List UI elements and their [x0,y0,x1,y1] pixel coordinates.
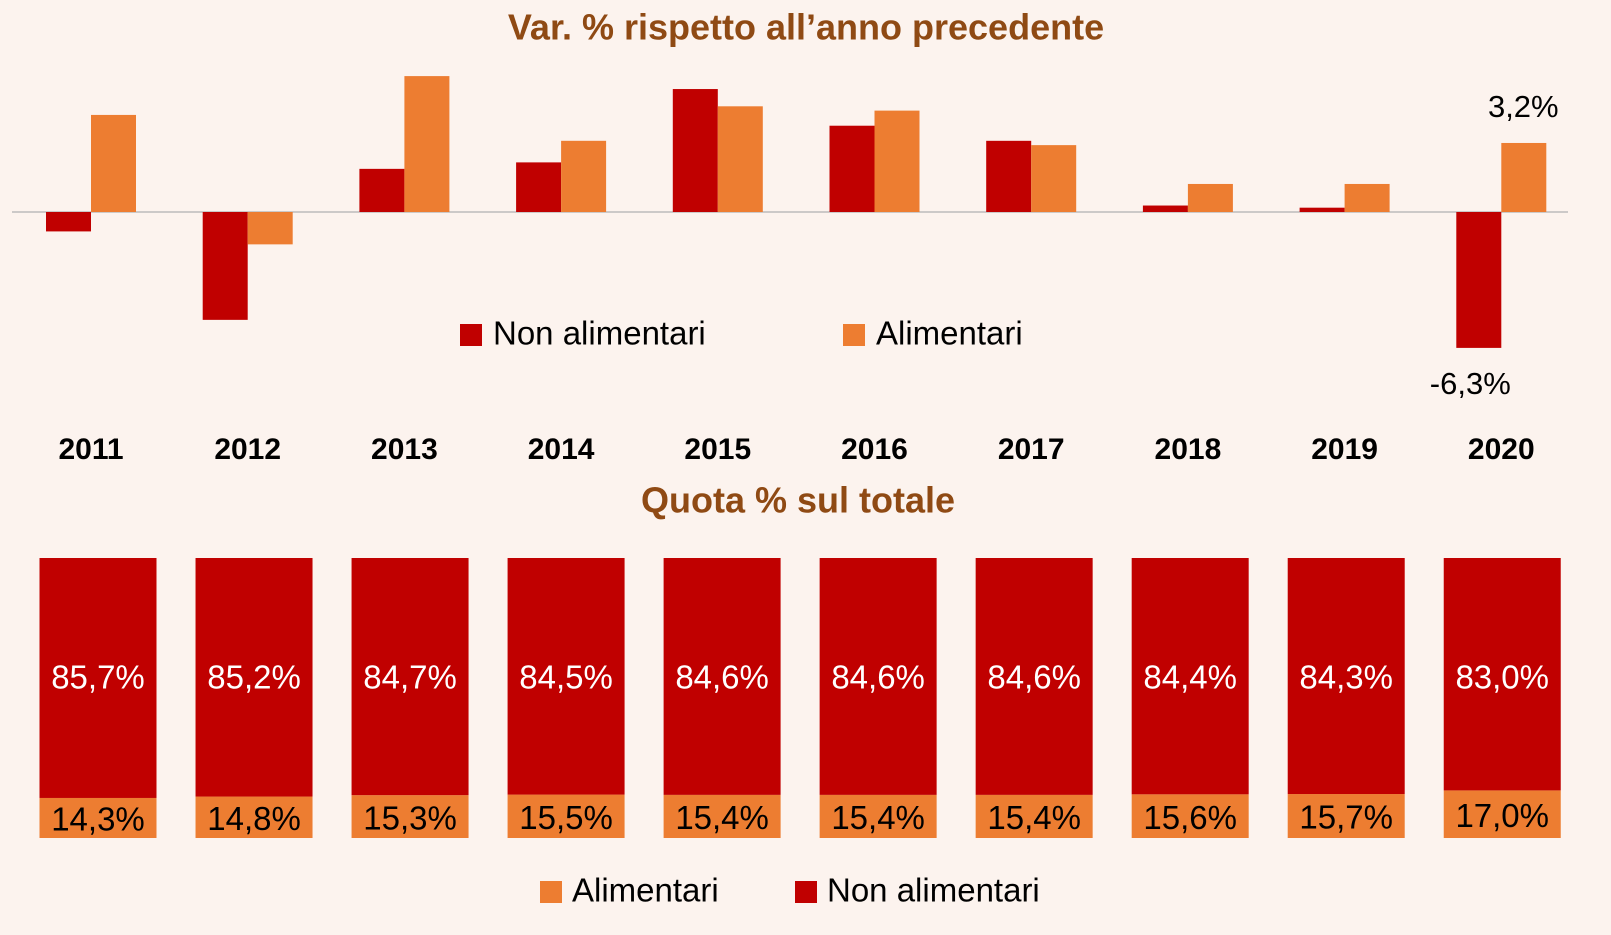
bar-segment [1131,558,1249,795]
data-label: 84,6% [987,659,1081,696]
x-tick-label: 2011 [58,433,123,466]
bar [1501,142,1547,212]
x-tick-label: 2012 [214,433,281,466]
data-label: 15,4% [831,799,925,836]
bar-segment [663,558,781,795]
bar-segment [819,558,937,795]
bar-segment [195,796,313,838]
bar-segment [975,558,1093,795]
data-label: 15,4% [675,799,769,836]
data-label: 15,7% [1299,799,1393,836]
bar-segment [351,795,469,838]
legend-swatch [795,881,817,903]
data-label: 84,6% [675,659,769,696]
bar [1031,145,1077,212]
data-label: 84,4% [1143,659,1237,696]
data-label: 85,7% [51,659,145,696]
bar [1187,183,1233,212]
bar [202,212,248,320]
bar-segment [663,794,781,838]
data-label: 15,6% [1143,799,1237,836]
data-label: 84,6% [831,659,925,696]
data-label: 84,3% [1299,659,1393,696]
bar [1142,205,1188,212]
data-label: 83,0% [1455,659,1549,696]
legend-label: Alimentari [876,315,1023,352]
data-label: 15,4% [987,799,1081,836]
bar-segment [1443,790,1561,838]
data-label: 15,3% [363,799,457,836]
x-tick-label: 2020 [1468,433,1535,466]
data-label: 17,0% [1455,797,1549,834]
legend-swatch [843,324,865,346]
bar-segment [819,794,937,838]
bar-segment [507,794,625,838]
bar-segment [195,558,313,797]
chart-title: Quota % sul totale [641,480,955,521]
bar-segment [507,558,625,795]
bar [359,168,405,212]
x-tick-label: 2017 [998,433,1065,466]
x-tick-label: 2019 [1311,433,1378,466]
bar-segment [39,797,157,838]
x-tick-label: 2015 [684,433,751,466]
chart-title: Var. % rispetto all’anno precedente [508,7,1104,48]
bar-segment [1287,794,1405,838]
bar-segment [1131,794,1249,838]
bar-segment [1287,558,1405,795]
x-tick-label: 2018 [1155,433,1222,466]
data-label: 85,2% [207,659,301,696]
data-label: -6,3% [1430,366,1511,401]
x-tick-label: 2013 [371,433,438,466]
legend-swatch [540,881,562,903]
bar [1344,183,1390,212]
bar [717,106,763,212]
data-label: 14,8% [207,800,301,837]
bar-segment [351,558,469,796]
x-tick-label: 2014 [528,433,595,466]
legend-label: Non alimentari [493,315,706,352]
legend-swatch [460,324,482,346]
data-label: 84,7% [363,659,457,696]
bar [986,140,1032,212]
bar-segment [1443,558,1561,791]
bar [404,76,450,212]
bar [247,212,293,245]
bar [1299,207,1345,212]
bar-segment [39,558,157,798]
bar [91,114,136,212]
legend-label: Non alimentari [827,872,1040,909]
bar [46,212,91,232]
data-label: 14,3% [51,801,145,838]
data-label: 3,2% [1488,89,1559,124]
bar [829,125,875,212]
bar [516,162,562,212]
bar [672,89,718,212]
legend-label: Alimentari [572,872,719,909]
bar [1456,212,1502,348]
bar [874,110,920,212]
bar [561,140,607,212]
data-label: 84,5% [519,659,613,696]
data-label: 15,5% [519,799,613,836]
bar-segment [975,794,1093,838]
x-tick-label: 2016 [841,433,908,466]
